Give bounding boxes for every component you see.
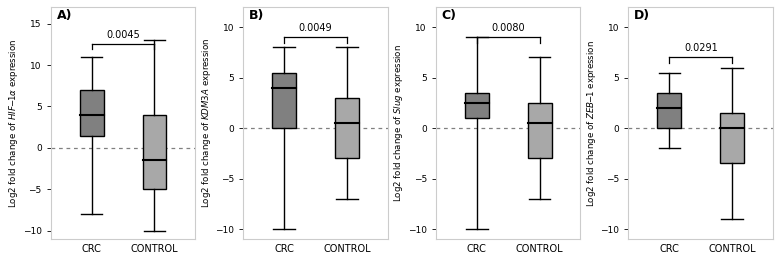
Text: D): D) [634, 9, 651, 22]
Bar [528, 103, 551, 158]
Text: A): A) [56, 9, 72, 22]
Bar [658, 93, 681, 128]
Bar [465, 93, 489, 118]
Y-axis label: Log2 fold change of $\it{ZEB\!\!-\!\!1}$ expression: Log2 fold change of $\it{ZEB\!\!-\!\!1}$… [585, 40, 597, 206]
Y-axis label: Log2 fold change of $\it{HIF\!\!-\!\!1\alpha}$ expression: Log2 fold change of $\it{HIF\!\!-\!\!1\a… [7, 38, 20, 208]
Text: C): C) [441, 9, 456, 22]
Bar [335, 98, 359, 158]
Y-axis label: Log2 fold change of $\it{Slug}$ expression: Log2 fold change of $\it{Slug}$ expressi… [392, 44, 405, 202]
Bar [720, 113, 744, 163]
Bar [80, 90, 104, 135]
Text: 0.0045: 0.0045 [106, 30, 140, 40]
Bar [272, 73, 296, 128]
Y-axis label: Log2 fold change of $\it{KDM3A}$ expression: Log2 fold change of $\it{KDM3A}$ express… [200, 38, 212, 208]
Text: 0.0049: 0.0049 [299, 23, 332, 33]
Text: B): B) [249, 9, 264, 22]
Bar [143, 115, 166, 189]
Text: 0.0080: 0.0080 [491, 23, 525, 33]
Text: 0.0291: 0.0291 [684, 43, 718, 54]
